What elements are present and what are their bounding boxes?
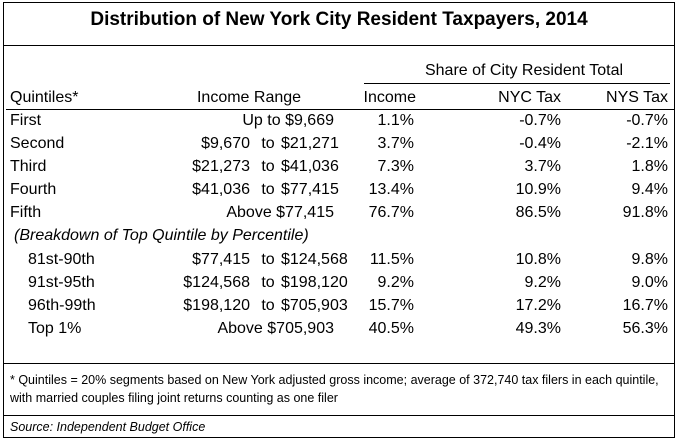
title-divider: [4, 45, 674, 46]
source-divider: [4, 415, 674, 416]
income-range-to: to: [261, 297, 275, 314]
nyc-tax-share: 10.9%: [515, 181, 561, 198]
income-share: 15.7%: [368, 297, 414, 314]
nyc-tax-share: 86.5%: [515, 204, 561, 221]
row-label: First: [10, 112, 42, 129]
nyc-tax-share: 17.2%: [515, 297, 561, 314]
nyc-tax-share: 9.2%: [524, 274, 561, 291]
income-range-to: to: [261, 251, 275, 268]
income-range-high: $124,568: [281, 251, 348, 268]
row-label: 81st-90th: [28, 251, 95, 268]
column-header-row: Quintiles* Income Range Income NYC Tax N…: [4, 87, 674, 109]
footnote-divider: [4, 363, 674, 364]
income-range-text: Above $77,415: [226, 204, 334, 221]
header-divider: [6, 109, 674, 110]
nys-tax-share: -0.7%: [626, 112, 668, 129]
income-range-low: $9,670: [201, 135, 250, 152]
nys-tax-share: 9.4%: [631, 181, 668, 198]
table-row: 96th-99th $198,120 to $705,903 15.7% 17.2% 16.…: [4, 295, 674, 318]
table-row: Top 1% Above $705,903 40.5% 49.3% 56.3%: [4, 318, 674, 341]
income-range-text: Up to $9,669: [242, 112, 334, 129]
row-label: Top 1%: [28, 320, 82, 337]
nyc-tax-share: -0.4%: [519, 135, 561, 152]
income-range-to: to: [261, 135, 275, 152]
nys-tax-share: 1.8%: [631, 158, 668, 175]
data-table: Quintiles* Income Range Income NYC Tax N…: [4, 87, 674, 341]
income-range-to: to: [261, 274, 275, 291]
row-label: Third: [10, 158, 47, 175]
income-range-low: $41,036: [192, 181, 250, 198]
income-range-to: to: [261, 181, 275, 198]
income-range-high: $705,903: [281, 297, 348, 314]
nys-tax-share: 56.3%: [622, 320, 668, 337]
income-range-high: $198,120: [281, 274, 348, 291]
col-nys-tax-header: NYS Tax: [606, 89, 668, 106]
income-share: 76.7%: [368, 204, 414, 221]
income-share: 9.2%: [377, 274, 414, 291]
table-row: Fifth Above $77,415 76.7% 86.5% 91.8%: [4, 202, 674, 225]
income-range-to: to: [261, 158, 275, 175]
nys-tax-share: 91.8%: [622, 204, 668, 221]
row-label: Fourth: [10, 181, 57, 198]
income-share: 11.5%: [369, 251, 414, 268]
income-range-low: $198,120: [183, 297, 250, 314]
nyc-tax-share: 49.3%: [515, 320, 561, 337]
table-row: Third $21,273 to $41,036 7.3% 3.7% 1.8%: [4, 156, 674, 179]
col-income-header: Income: [363, 89, 416, 106]
income-range-text: Above $705,903: [217, 320, 334, 337]
table-row: First Up to $9,669 1.1% -0.7% -0.7%: [4, 110, 674, 133]
table-row: 91st-95th $124,568 to $198,120 9.2% 9.2% 9.0%: [4, 272, 674, 295]
nys-tax-share: 16.7%: [622, 297, 668, 314]
breakdown-row: (Breakdown of Top Quintile by Percentile…: [4, 225, 674, 249]
table-frame: Distribution of New York City Resident T…: [3, 2, 675, 438]
nys-tax-share: 9.0%: [631, 274, 668, 291]
footnote: * Quintiles = 20% segments based on New …: [10, 373, 659, 405]
row-label: Fifth: [10, 204, 42, 221]
table-row: Second $9,670 to $21,271 3.7% -0.4% -2.1%: [4, 133, 674, 156]
row-label: 96th-99th: [28, 297, 96, 314]
table-row: 81st-90th $77,415 to $124,568 11.5% 10.8% 9.8%: [4, 249, 674, 272]
nyc-tax-share: 3.7%: [524, 158, 561, 175]
row-label: 91st-95th: [28, 274, 95, 291]
income-range-high: $41,036: [281, 158, 339, 175]
col-quintiles-header: Quintiles*: [10, 89, 79, 106]
nyc-tax-share: -0.7%: [519, 112, 561, 129]
income-share: 1.1%: [377, 112, 414, 129]
table-row: Fourth $41,036 to $77,415 13.4% 10.9% 9.4%: [4, 179, 674, 202]
breakdown-label: (Breakdown of Top Quintile by Percentile…: [14, 227, 309, 244]
nyc-tax-share: 10.8%: [515, 251, 561, 268]
income-range-low: $124,568: [183, 274, 250, 291]
income-range-high: $21,271: [281, 135, 339, 152]
nys-tax-share: 9.8%: [631, 251, 668, 268]
quintile-rows: First Up to $9,669 1.1% -0.7% -0.7% Second $9,…: [4, 110, 674, 225]
percentile-rows: 81st-90th $77,415 to $124,568 11.5% 10.8% 9.8%…: [4, 249, 674, 341]
row-label: Second: [10, 135, 65, 152]
income-share: 7.3%: [377, 158, 414, 175]
income-share: 13.4%: [368, 181, 414, 198]
col-nyc-tax-header: NYC Tax: [498, 89, 561, 106]
income-share: 3.7%: [377, 135, 414, 152]
income-range-low: $21,273: [192, 158, 250, 175]
income-share: 40.5%: [368, 320, 414, 337]
share-header-underline: [364, 83, 670, 84]
income-range-high: $77,415: [281, 181, 339, 198]
page-title: Distribution of New York City Resident T…: [90, 9, 588, 30]
nys-tax-share: -2.1%: [626, 135, 668, 152]
source-note: Source: Independent Budget Office: [10, 420, 206, 434]
col-income-range-header: Income Range: [196, 89, 302, 106]
income-range-low: $77,415: [192, 251, 250, 268]
share-header: Share of City Resident Total: [424, 62, 624, 79]
